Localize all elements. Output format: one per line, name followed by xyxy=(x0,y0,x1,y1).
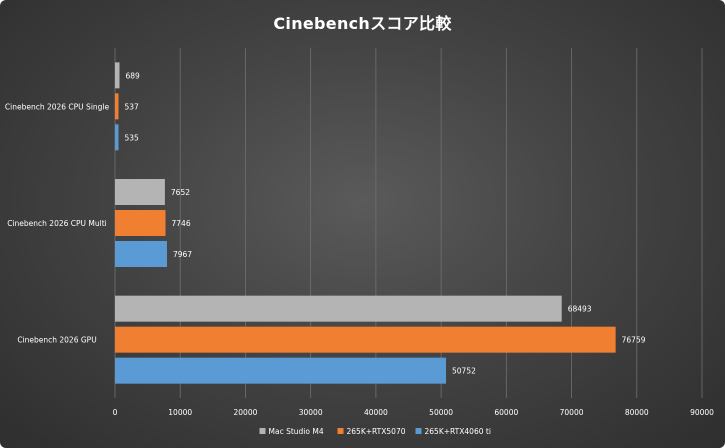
x-tick-label-3: 30000 xyxy=(299,408,323,417)
bar-1-0 xyxy=(115,179,165,205)
legend-label-1: 265K+RTX5070 xyxy=(347,427,406,436)
bar-1-1 xyxy=(115,210,166,236)
bar-2-0 xyxy=(115,295,562,322)
data-label-2-0: 68493 xyxy=(568,305,592,314)
bar-0-0 xyxy=(115,62,120,89)
x-tick-label-8: 80000 xyxy=(625,408,649,417)
x-tick-label-0: 0 xyxy=(113,408,118,417)
x-tick-label-1: 10000 xyxy=(168,408,192,417)
data-label-1-1: 7746 xyxy=(172,219,191,228)
chart-title: Cinebenchスコア比較 xyxy=(273,14,452,33)
bar-0-2 xyxy=(115,124,119,151)
x-tick-label-6: 60000 xyxy=(494,408,518,417)
data-label-0-1: 537 xyxy=(125,102,140,111)
x-tick-label-2: 20000 xyxy=(234,408,258,417)
category-label-0: Cinebench 2026 CPU Single xyxy=(5,102,110,111)
data-label-1-2: 7967 xyxy=(173,250,192,259)
legend-swatch-1 xyxy=(337,428,344,434)
x-tick-label-9: 90000 xyxy=(690,408,714,417)
bar-2-2 xyxy=(115,357,447,384)
legend-label-2: 265K+RTX4060 ti xyxy=(425,427,491,436)
category-label-2: Cinebench 2026 GPU xyxy=(17,336,96,345)
legend-swatch-0 xyxy=(259,428,266,434)
data-label-0-0: 689 xyxy=(125,71,140,80)
category-label-1: Cinebench 2026 CPU Multi xyxy=(7,219,107,228)
x-tick-label-4: 40000 xyxy=(364,408,388,417)
data-label-2-2: 50752 xyxy=(452,367,476,376)
bar-2-1 xyxy=(115,326,616,353)
legend-swatch-2 xyxy=(415,428,422,434)
x-tick-label-7: 70000 xyxy=(560,408,584,417)
bar-1-2 xyxy=(115,241,167,267)
legend-label-0: Mac Studio M4 xyxy=(269,427,324,436)
data-label-0-2: 535 xyxy=(124,133,139,142)
data-label-2-1: 76759 xyxy=(622,336,646,345)
data-label-1-0: 7652 xyxy=(171,188,190,197)
x-tick-label-5: 50000 xyxy=(429,408,453,417)
bar-0-1 xyxy=(115,93,119,120)
